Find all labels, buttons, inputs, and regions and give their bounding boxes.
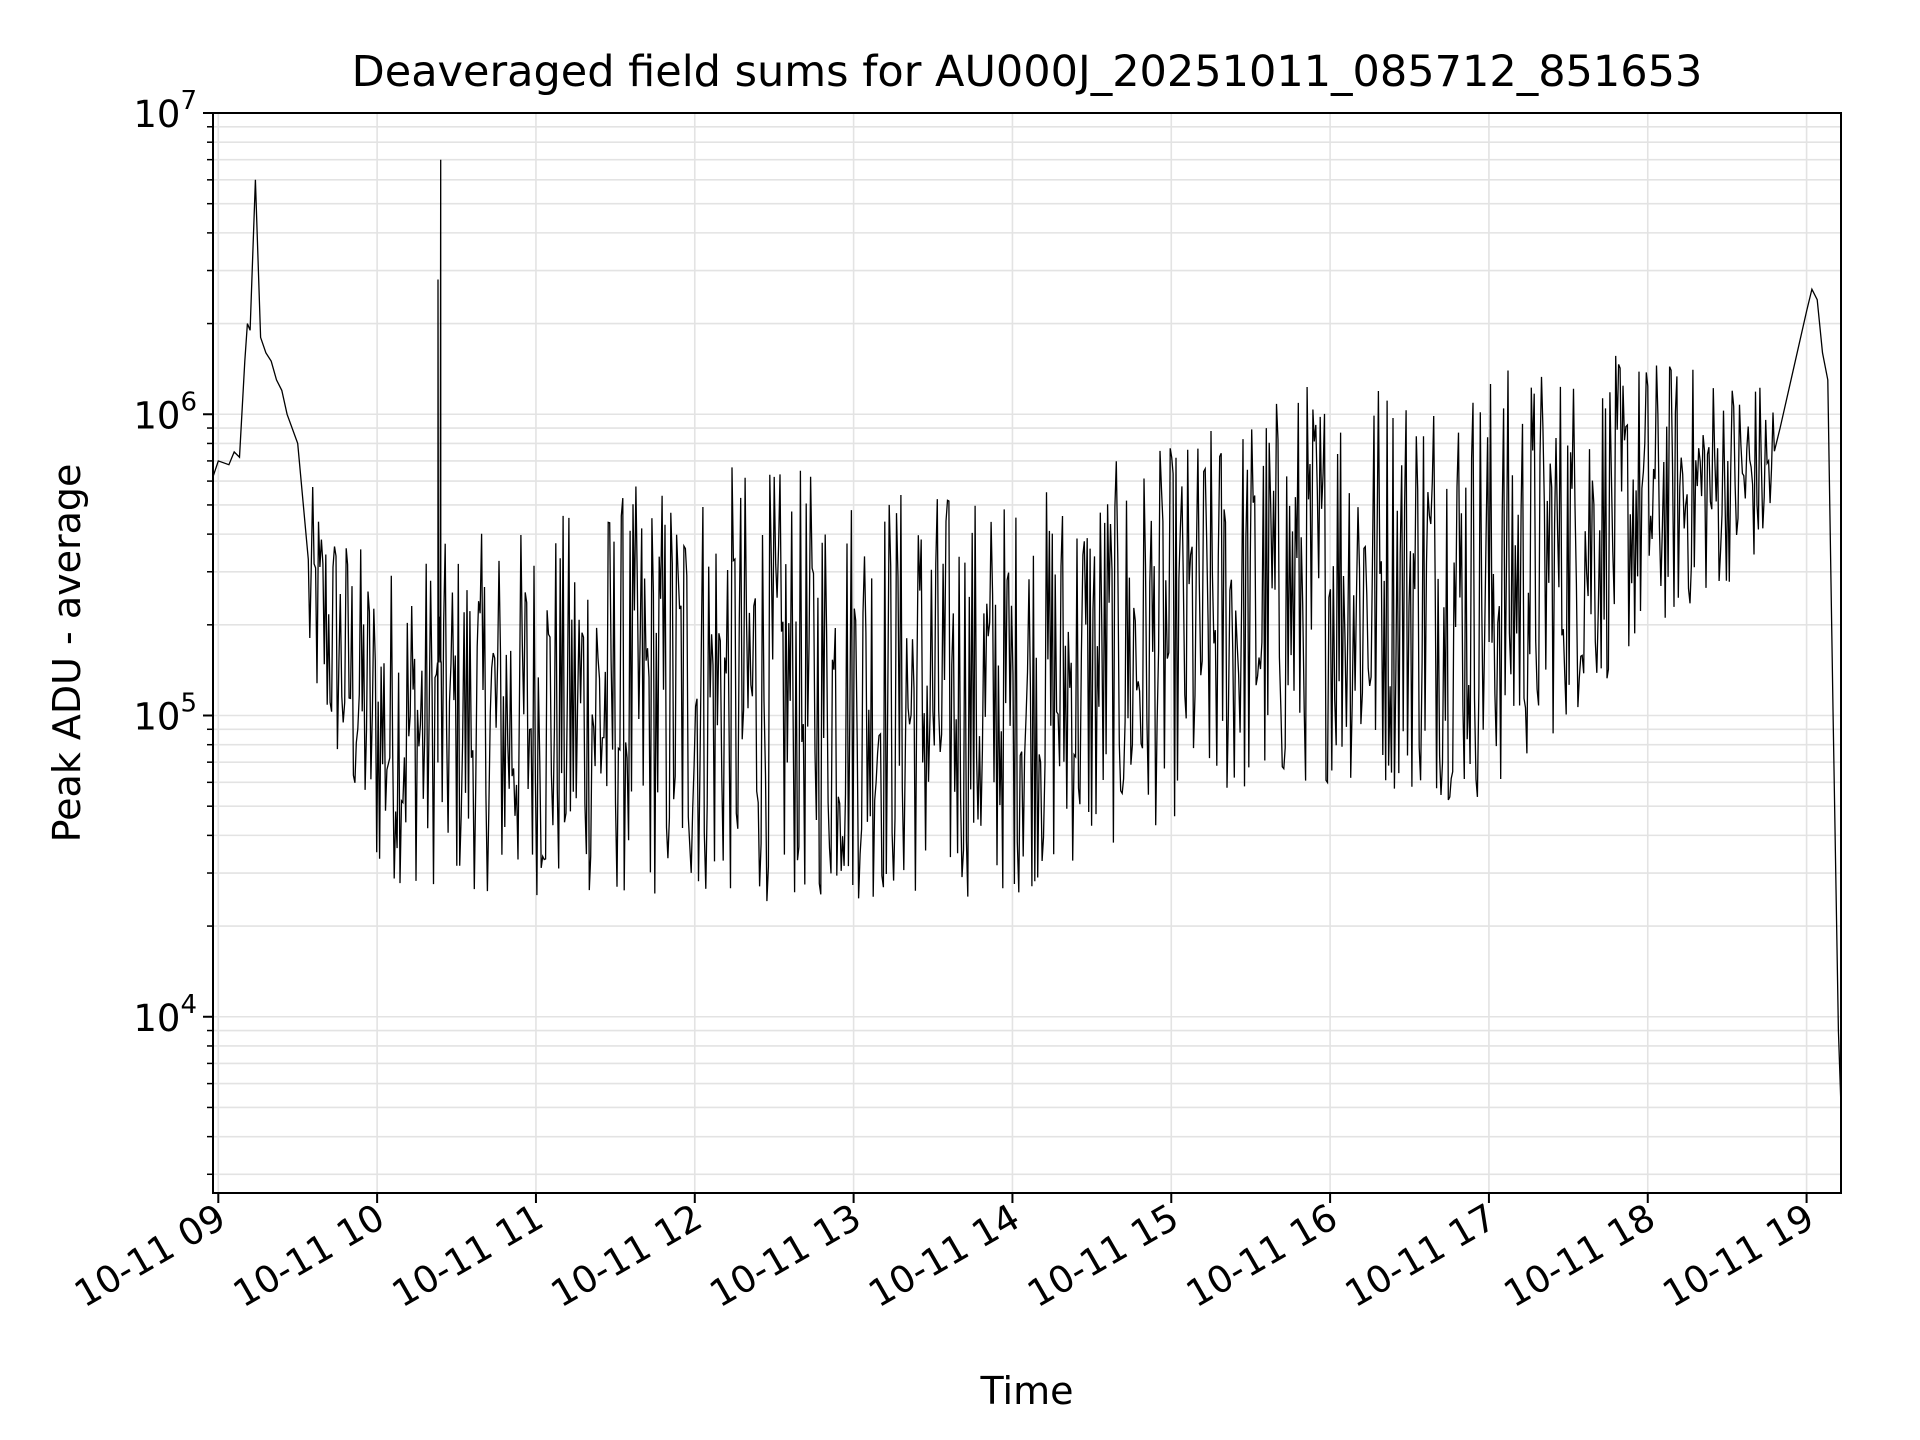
x-tick-label: 10-11 19 (1656, 1196, 1822, 1316)
x-tick-label: 10-11 15 (1020, 1196, 1186, 1316)
x-tick-label: 10-11 09 (67, 1196, 233, 1316)
y-axis: 104 105 106 107 (133, 86, 213, 1176)
y-tick-label: 106 (133, 387, 197, 437)
series-line (212, 159, 1842, 1108)
grid (213, 113, 1841, 1193)
x-tick-label: 10-11 13 (703, 1196, 869, 1316)
y-tick-label: 105 (133, 689, 197, 739)
plot-frame (212, 112, 1842, 1194)
x-tick-label: 10-11 11 (385, 1196, 551, 1316)
x-tick-label: 10-11 17 (1338, 1196, 1504, 1316)
y-axis-label: Peak ADU - average (45, 464, 89, 843)
x-tick-label: 10-11 10 (226, 1196, 392, 1316)
y-tick-label: 107 (133, 86, 197, 136)
y-tick-label: 104 (133, 990, 197, 1040)
chart-title: Deaveraged field sums for AU000J_2025101… (352, 47, 1703, 97)
x-tick-label: 10-11 14 (861, 1196, 1027, 1316)
x-tick-label: 10-11 12 (544, 1196, 710, 1316)
x-axis-label: Time (980, 1369, 1074, 1413)
x-tick-label: 10-11 16 (1179, 1196, 1345, 1316)
x-tick-label: 10-11 18 (1497, 1196, 1663, 1316)
